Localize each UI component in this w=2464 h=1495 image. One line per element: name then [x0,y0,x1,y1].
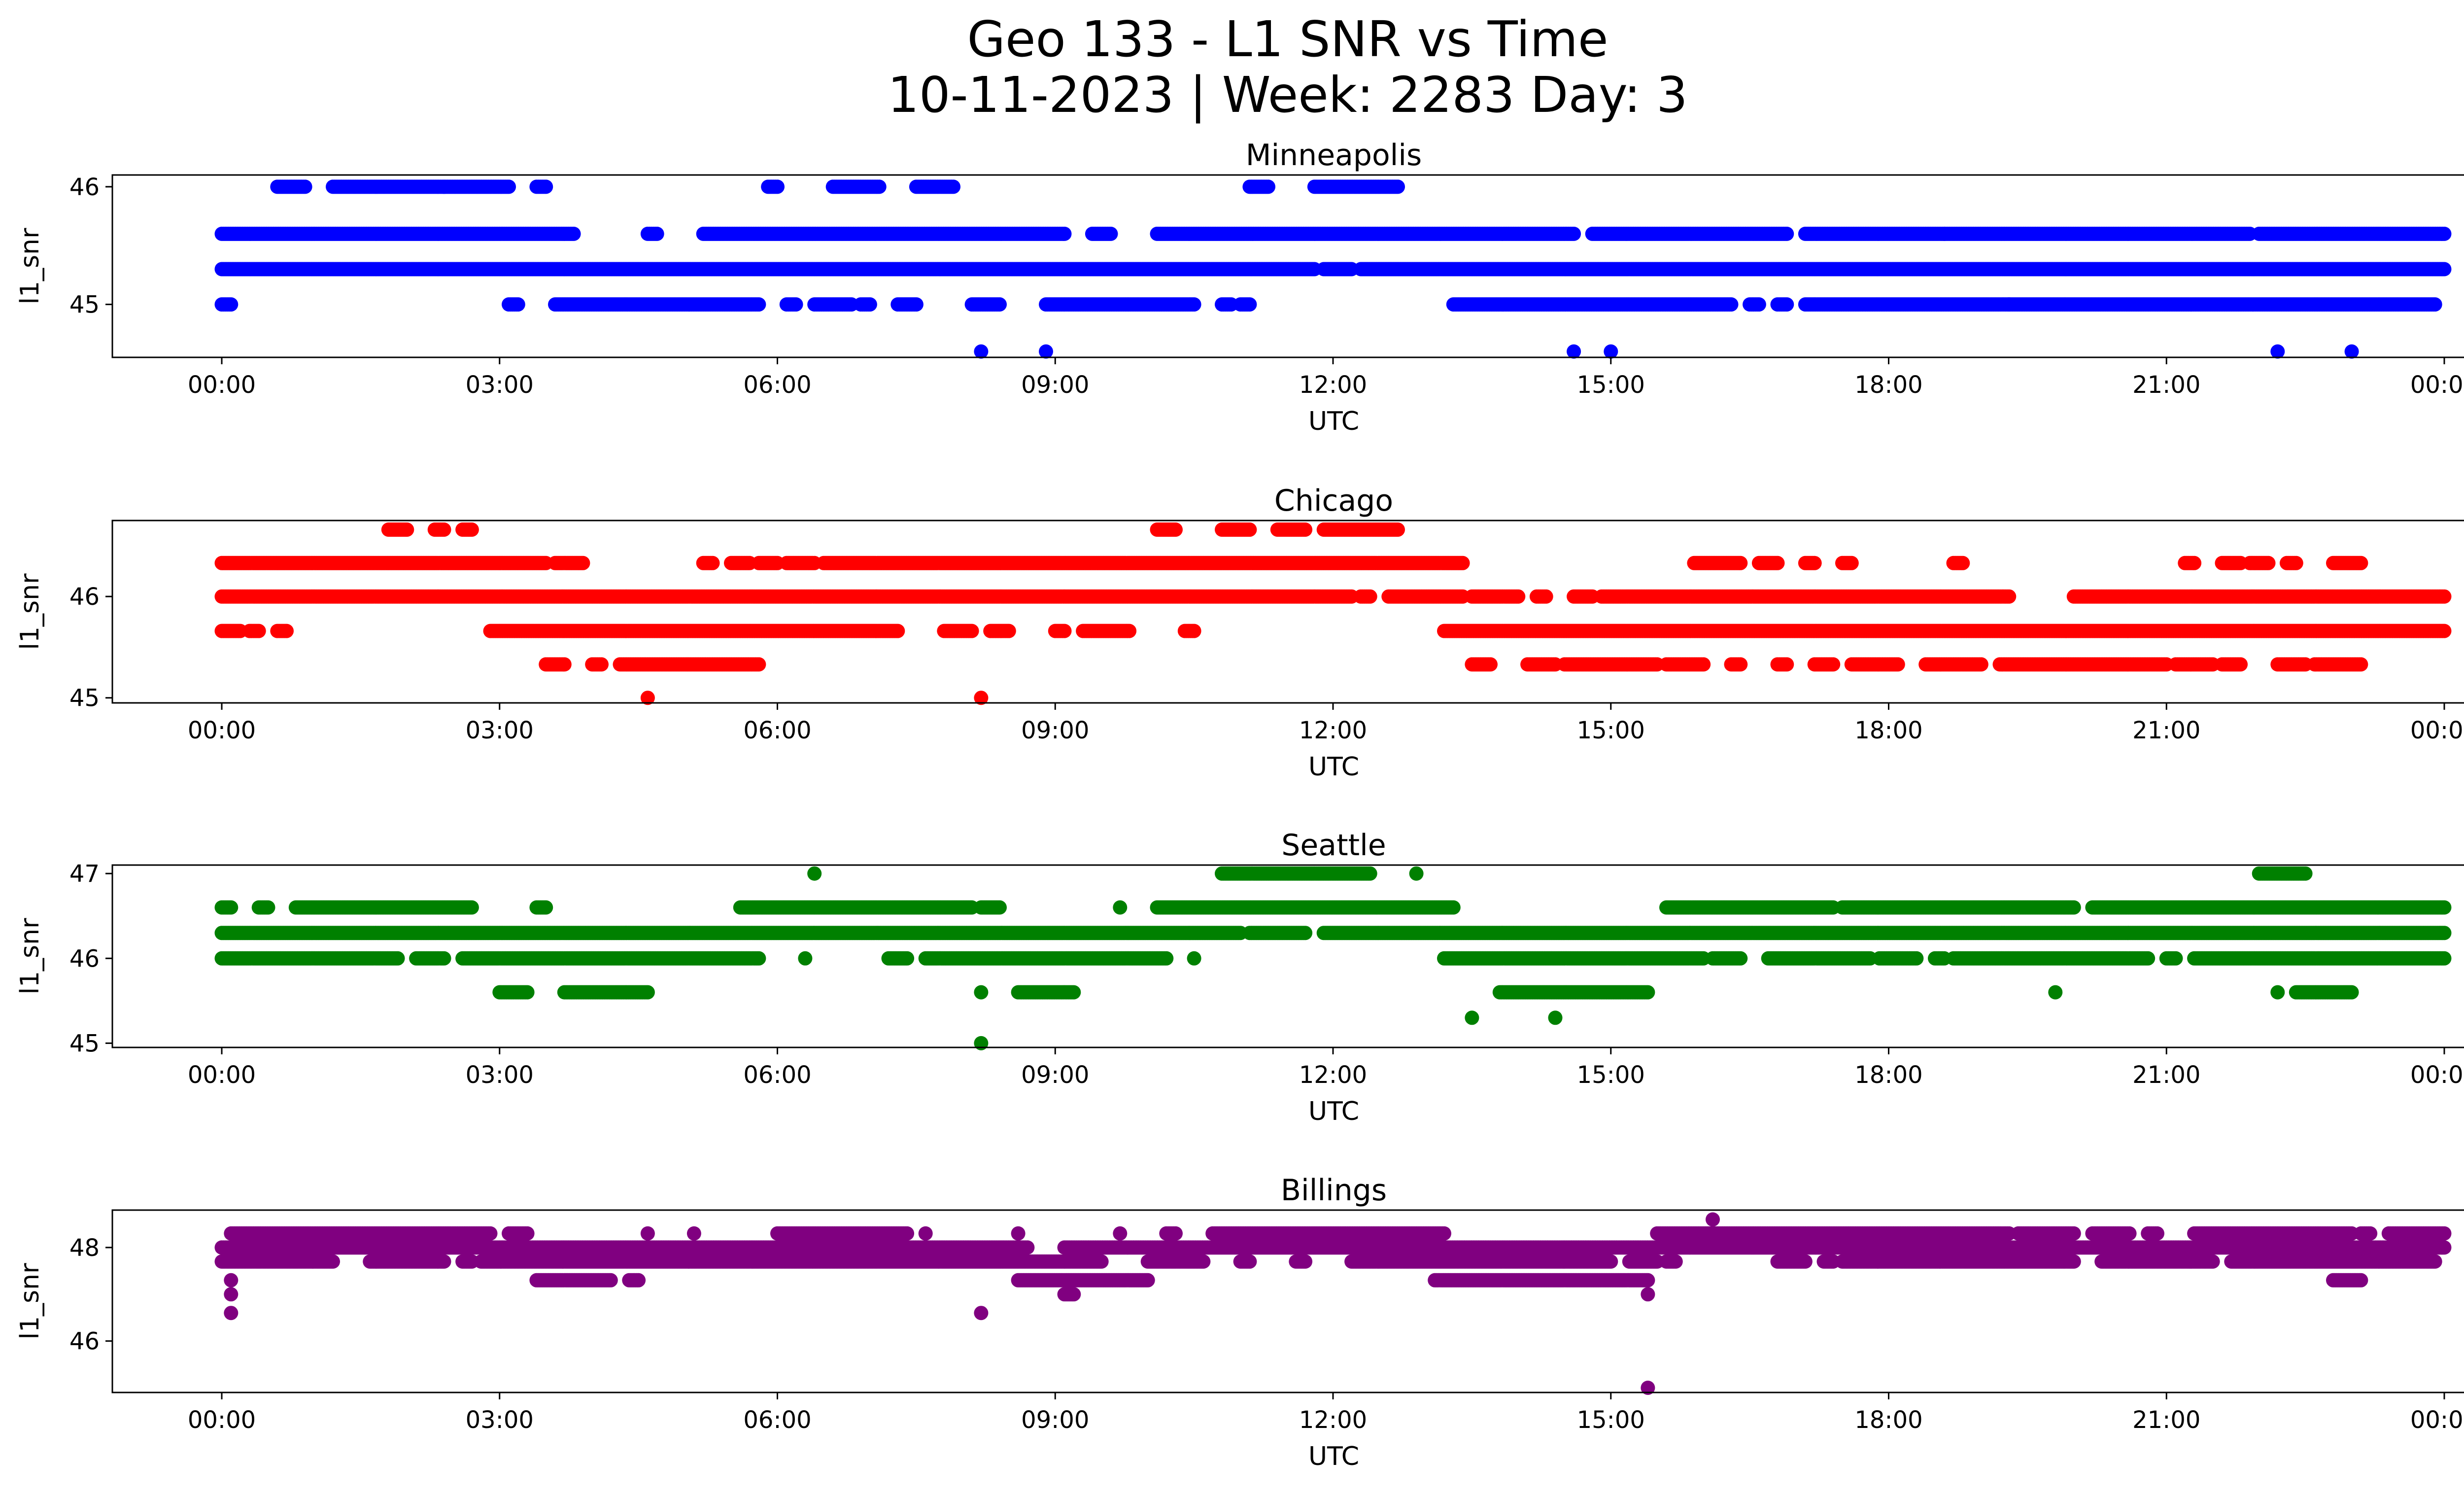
x-tick-label: 06:00 [743,371,811,399]
data-point [1298,522,1313,537]
y-tick-label: 46 [69,174,100,201]
data-point [1604,344,1618,359]
data-point [1391,179,1405,194]
data-point [1807,556,1822,570]
data-point [909,297,924,312]
data-point [770,179,785,194]
x-tick-label: 12:00 [1299,371,1367,399]
data-point [464,522,479,537]
figure-title-line1: Geo 133 - L1 SNR vs Time [967,10,1608,68]
data-point [2261,556,2276,570]
x-tick-label: 09:00 [1021,371,1089,399]
data-point [1733,556,1748,570]
data-point [566,226,581,241]
data-point [2354,556,2368,570]
data-point [2428,297,2442,312]
data-point [511,297,525,312]
data-point [437,522,451,537]
data-point [1751,297,1766,312]
subplot-title: Minneapolis [1246,138,1422,173]
data-point [2344,344,2359,359]
data-point [1057,226,1072,241]
data-point [1780,226,1794,241]
data-point [1187,297,1201,312]
panel-minneapolis: Minneapolis 00:00 03:00 06:00 09:00 12:00 15:0… [15,138,2464,436]
x-tick-label: 15:00 [1577,371,1645,399]
data-point [298,179,312,194]
data-point [224,297,239,312]
x-tick-label: 21:00 [2132,371,2200,399]
data-point [1168,522,1183,537]
data-point [502,179,516,194]
data-point [872,179,887,194]
data-point [1780,297,1794,312]
x-tick-label: 00:00 [188,371,256,399]
data-point [1844,556,1859,570]
data-point [1955,556,1970,570]
data-point [974,344,989,359]
data-point [539,179,553,194]
x-tick-label: 18:00 [1854,371,1922,399]
data-point [2270,344,2285,359]
data-point [1567,226,1581,241]
data-point [1567,344,1581,359]
x-tick-label: 00:00 [2410,371,2464,399]
data-point [2187,556,2202,570]
data-point [1391,522,1405,537]
data-point [1103,226,1118,241]
data-point [400,522,414,537]
data-point [1455,556,1470,570]
data-point [1039,344,1053,359]
data-point [2437,226,2452,241]
y-tick-label: 45 [69,291,100,319]
x-tick-label: 03:00 [466,371,534,399]
data-point [650,226,664,241]
data-point [862,297,877,312]
data-point [752,297,766,312]
data-point [1242,297,1257,312]
chicago-points [214,522,2452,705]
figure-title-line2: 10-11-2023 | Week: 2283 Day: 3 [888,66,1688,124]
data-point [576,556,590,570]
y-axis-label: l1_snr [15,228,45,305]
data-point [1261,179,1275,194]
minneapolis-points [214,179,2452,359]
data-point [1724,297,1739,312]
data-point [1770,556,1785,570]
data-point [705,556,720,570]
data-point [992,297,1007,312]
data-point [2289,556,2303,570]
data-point [1242,522,1257,537]
data-point [2437,262,2452,277]
x-axis-label: UTC [1308,407,1359,436]
data-point [788,297,803,312]
data-point [946,179,960,194]
